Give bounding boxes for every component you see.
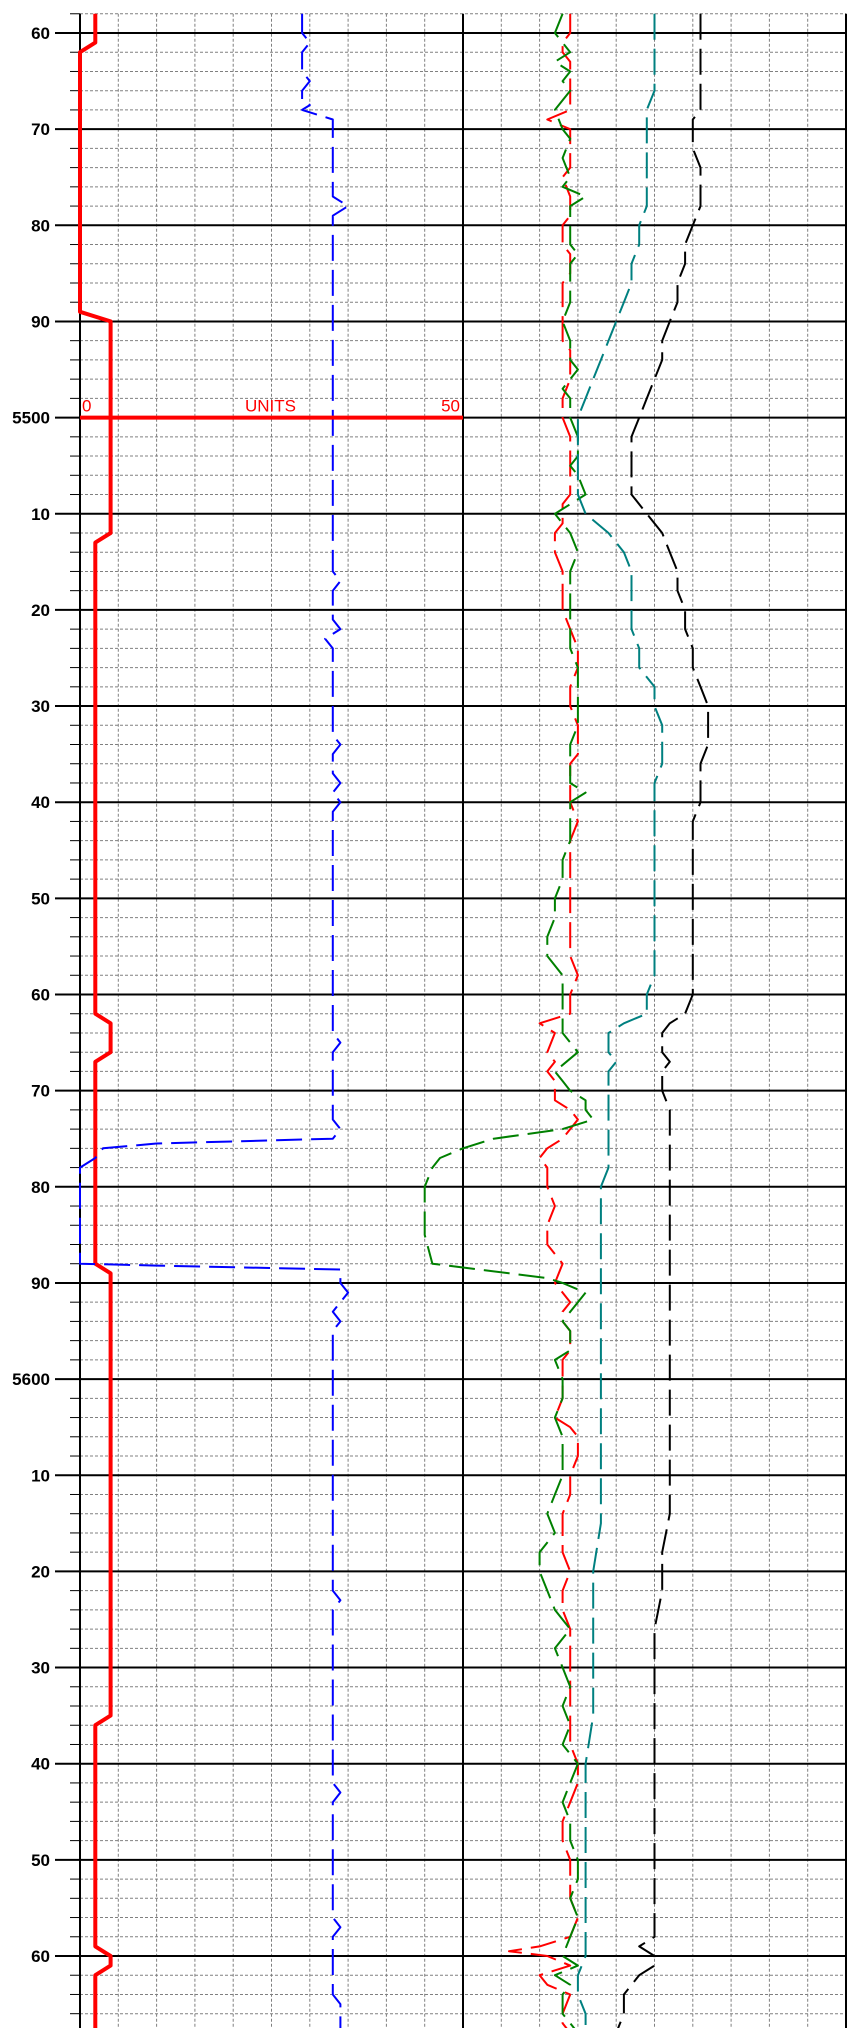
depth-label: 90 bbox=[31, 312, 50, 331]
scale-min-label: 0 bbox=[82, 397, 91, 416]
scale-unit-label: UNITS bbox=[245, 397, 296, 416]
log-curve-000000 bbox=[617, 13, 710, 2028]
depth-label: 50 bbox=[31, 889, 50, 908]
depth-label: 20 bbox=[31, 601, 50, 620]
depth-label: 80 bbox=[31, 216, 50, 235]
depth-label: 60 bbox=[31, 986, 50, 1005]
track1-scale: 0 UNITS 50 bbox=[80, 397, 463, 420]
log-curve-008080 bbox=[576, 13, 664, 2028]
log-curve-ff0000 bbox=[508, 13, 579, 2028]
depth-label: 5500 bbox=[12, 409, 50, 428]
depth-label: 60 bbox=[31, 24, 50, 43]
depth-label: 50 bbox=[31, 1851, 50, 1870]
depth-label: 10 bbox=[31, 1466, 50, 1485]
major-grid bbox=[55, 13, 847, 2028]
log-curves bbox=[78, 13, 710, 2028]
depth-axis-labels: 60 70 80 90 5500 10 20 30 40 50 60 70 80 90 5600 10 20 30… bbox=[12, 24, 50, 1966]
depth-label: 30 bbox=[31, 697, 50, 716]
depth-label: 10 bbox=[31, 505, 50, 524]
minor-grid bbox=[70, 13, 846, 2028]
depth-label: 60 bbox=[31, 1947, 50, 1966]
depth-label: 70 bbox=[31, 120, 50, 139]
depth-label: 20 bbox=[31, 1562, 50, 1581]
depth-label: 30 bbox=[31, 1659, 50, 1678]
log-curve-008000 bbox=[423, 13, 595, 2028]
log-curve-ff0000 bbox=[78, 13, 113, 2028]
depth-label: 40 bbox=[31, 1755, 50, 1774]
depth-label: 70 bbox=[31, 1082, 50, 1101]
scale-max-label: 50 bbox=[441, 397, 460, 416]
depth-label: 90 bbox=[31, 1274, 50, 1293]
depth-label: 5600 bbox=[12, 1370, 50, 1389]
depth-label: 40 bbox=[31, 793, 50, 812]
depth-label: 80 bbox=[31, 1178, 50, 1197]
log-curve-0000ff bbox=[79, 13, 350, 2028]
